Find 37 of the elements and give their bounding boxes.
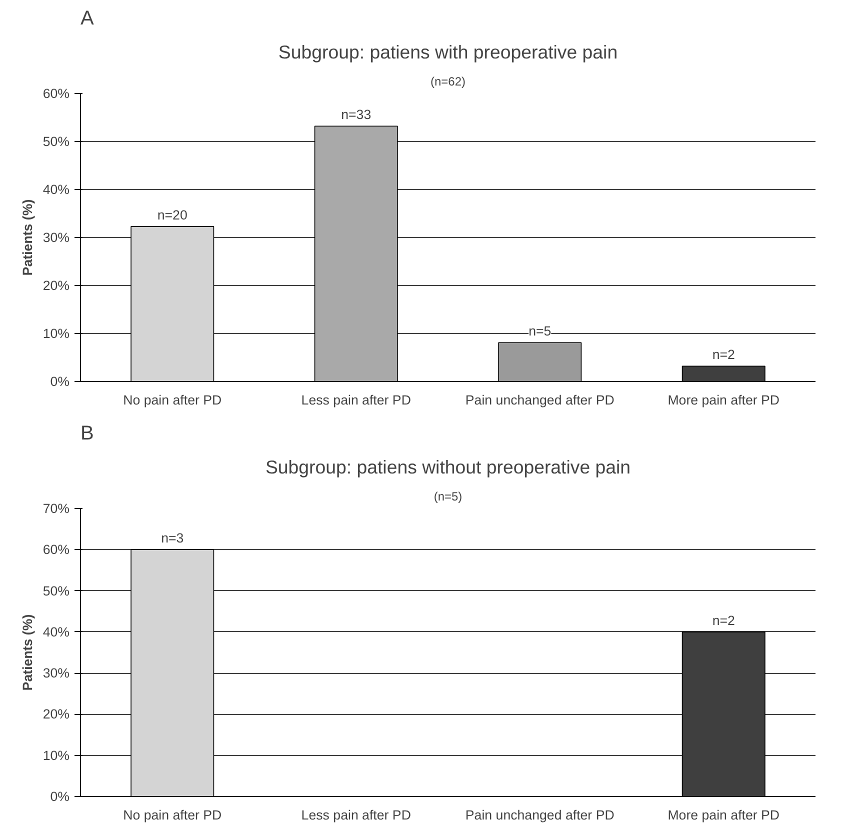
- y-tick-label: 20%: [42, 706, 70, 722]
- text: B: [80, 422, 94, 444]
- text: A: [80, 8, 94, 30]
- x-tick-label: Less pain after PD: [301, 808, 411, 822]
- y-tick-label: 50%: [42, 583, 70, 598]
- x-tick-label: No pain after PD: [123, 808, 222, 822]
- x-tick-label: Pain unchanged after PD: [465, 808, 614, 822]
- y-tick-label: 60%: [42, 86, 70, 101]
- annotation: n=20: [157, 207, 188, 222]
- x-tick-label: Less pain after PD: [301, 392, 411, 408]
- y-axis-title: Patients (%): [20, 199, 35, 276]
- y-tick-label: 20%: [42, 278, 70, 293]
- x-tick-label: More pain after PD: [668, 808, 780, 822]
- y-tick-label: 10%: [42, 326, 70, 341]
- y-tick-label: 0%: [50, 789, 70, 804]
- annotation: n=2: [712, 347, 735, 362]
- y-tick-label: 0%: [50, 374, 70, 389]
- y-tick-label: 70%: [42, 501, 70, 516]
- chart-subtitle: (n=62): [430, 74, 466, 88]
- y-tick-label: 40%: [42, 624, 70, 640]
- chart-title: Subgroup: patiens with preoperative pain: [278, 42, 618, 62]
- x-tick-label: No pain after PD: [123, 392, 222, 408]
- y-tick-label: 10%: [42, 748, 70, 763]
- annotation: n=5: [528, 324, 552, 339]
- y-tick-label: 50%: [42, 134, 70, 149]
- y-tick-label: 60%: [42, 542, 70, 558]
- annotation: n=3: [161, 530, 184, 546]
- y-tick-label: 30%: [42, 666, 70, 681]
- annotation: n=2: [712, 612, 735, 628]
- x-tick-label: Pain unchanged after PD: [465, 392, 614, 408]
- x-tick-label: More pain after PD: [668, 392, 780, 408]
- y-tick-label: 30%: [42, 230, 70, 245]
- annotation: n=33: [341, 107, 372, 122]
- chart-subtitle: (n=5): [434, 490, 462, 504]
- chart-title: Subgroup: patiens without preoperative pain: [265, 456, 631, 478]
- y-axis-title: Patients (%): [20, 614, 35, 691]
- y-tick-label: 40%: [42, 182, 70, 197]
